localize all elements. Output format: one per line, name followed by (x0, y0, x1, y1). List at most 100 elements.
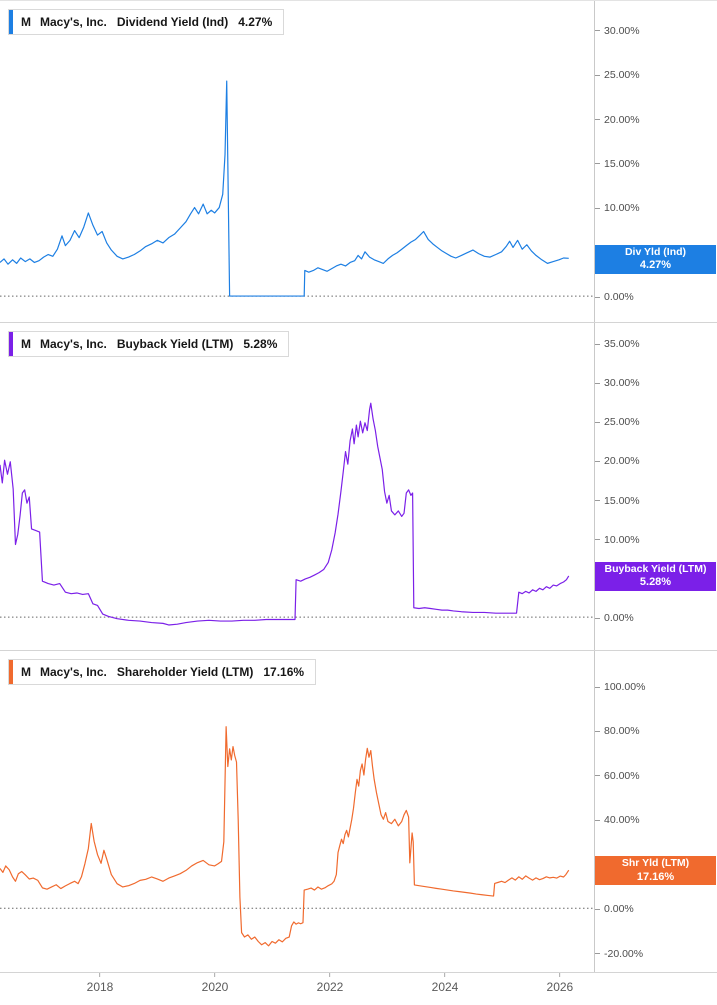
buyback-yield-plot-area[interactable]: M Macy's, Inc. Buyback Yield (LTM) 5.28% (0, 323, 595, 650)
badge-value: 5.28% (639, 576, 672, 589)
shareholder-yield-series-line (0, 726, 570, 947)
y-axis-tick: 10.00% (595, 202, 640, 214)
y-axis-tick: 20.00% (595, 114, 640, 126)
tick-mark (595, 119, 600, 120)
badge-label: Shr Yld (LTM) (621, 857, 690, 870)
dividend-yield-line-chart (0, 80, 594, 297)
y-axis-tick: 35.00% (595, 338, 640, 350)
y-axis-tick: 40.00% (595, 814, 640, 826)
legend-metric: Shareholder Yield (LTM) (116, 665, 254, 679)
tick-mark (595, 74, 600, 76)
x-axis-year-label: 2018 (87, 973, 114, 994)
shareholder-yield-plot-area[interactable]: M Macy's, Inc. Shareholder Yield (LTM) 1… (0, 651, 595, 972)
tick-mark (595, 730, 600, 732)
y-axis-tick: 80.00% (595, 725, 640, 737)
badge-label: Div Yld (Ind) (624, 245, 687, 258)
dividend-yield-series-line (0, 80, 569, 297)
legend-color-bar (9, 10, 13, 34)
legend-dividend-yield[interactable]: M Macy's, Inc. Dividend Yield (Ind) 4.27… (8, 9, 285, 35)
legend-value: 4.27% (238, 15, 273, 29)
tick-mark (595, 343, 600, 345)
badge-value: 17.16% (636, 870, 675, 883)
legend-ticker: M (21, 337, 31, 351)
tick-label: 35.00% (604, 338, 640, 350)
legend-buyback-yield[interactable]: M Macy's, Inc. Buyback Yield (LTM) 5.28% (8, 331, 290, 357)
legend-metric: Buyback Yield (LTM) (116, 337, 234, 351)
tick-label: 60.00% (604, 769, 640, 782)
dividend-yield-panel: M Macy's, Inc. Dividend Yield (Ind) 4.27… (0, 1, 717, 323)
tick-mark (595, 539, 600, 541)
tick-label: 10.00% (604, 202, 640, 215)
buyback-yield-last-value-badge: Buyback Yield (LTM) 5.28% (595, 562, 716, 592)
legend-ticker: M (21, 15, 31, 29)
legend-company-name: Macy's, Inc. (40, 15, 107, 29)
tick-mark (595, 30, 600, 32)
buyback-yield-y-axis: Buyback Yield (LTM) 5.28% 0.00%5.00%10.0… (595, 323, 716, 650)
tick-label: 0.00% (604, 612, 634, 624)
tick-mark (595, 163, 600, 165)
x-axis: 2018 2020 2022 2024 2026 (0, 973, 717, 1005)
x-axis-year-label: 2024 (432, 973, 459, 994)
tick-label: 30.00% (604, 24, 640, 37)
tick-mark (595, 686, 600, 688)
legend-company-name: Macy's, Inc. (40, 337, 107, 351)
tick-label: 30.00% (604, 377, 640, 390)
shareholder-yield-y-axis: Shr Yld (LTM) 17.16% -20.00%0.00%20.00%4… (595, 651, 716, 972)
tick-mark (595, 500, 600, 502)
legend-color-bar (9, 332, 13, 356)
tick-label: 100.00% (604, 681, 646, 693)
legend-metric: Dividend Yield (Ind) (116, 15, 229, 29)
tick-label: 10.00% (604, 533, 640, 546)
x-axis-year-label: 2020 (202, 973, 229, 994)
legend-company-name: Macy's, Inc. (40, 665, 107, 679)
y-axis-tick: 15.00% (595, 158, 640, 170)
tick-label: 25.00% (604, 69, 640, 82)
legend-ticker: M (21, 665, 31, 679)
tick-label: -20.00% (604, 947, 644, 960)
buyback-yield-series-line (0, 402, 570, 626)
y-axis-tick: 30.00% (595, 377, 640, 389)
tick-label: 15.00% (604, 494, 640, 507)
x-axis-year-label: 2022 (317, 973, 344, 994)
badge-value: 4.27% (639, 258, 672, 271)
tick-mark (595, 953, 600, 954)
dividend-yield-plot-area[interactable]: M Macy's, Inc. Dividend Yield (Ind) 4.27… (0, 1, 595, 322)
buyback-yield-line-chart (0, 402, 594, 626)
tick-label: 20.00% (604, 113, 640, 126)
tick-label: 25.00% (604, 416, 640, 429)
y-axis-tick: 60.00% (595, 770, 640, 782)
tick-label: 20.00% (604, 455, 640, 468)
tick-label: 0.00% (604, 903, 634, 915)
y-axis-tick: 100.00% (595, 681, 645, 693)
y-axis-tick: 20.00% (595, 455, 640, 467)
y-axis-tick: 15.00% (595, 495, 640, 507)
shareholder-yield-panel: M Macy's, Inc. Shareholder Yield (LTM) 1… (0, 651, 717, 973)
y-axis-tick: 0.00% (595, 903, 634, 915)
tick-mark (595, 421, 600, 423)
y-axis-tick: 0.00% (595, 612, 634, 624)
tick-label: 80.00% (604, 725, 640, 738)
tick-mark (595, 819, 600, 821)
legend-value: 5.28% (243, 337, 278, 351)
tick-mark (595, 908, 600, 910)
tick-mark (595, 207, 600, 209)
y-axis-tick: -20.00% (595, 948, 643, 960)
tick-mark (595, 296, 600, 298)
y-axis-tick: 10.00% (595, 534, 640, 546)
y-axis-tick: 25.00% (595, 69, 640, 81)
x-axis-year-label: 2026 (547, 973, 574, 994)
tick-label: 40.00% (604, 814, 640, 827)
legend-value: 17.16% (263, 665, 305, 679)
shareholder-yield-last-value-badge: Shr Yld (LTM) 17.16% (595, 856, 716, 886)
tick-mark (595, 775, 600, 777)
y-axis-tick: 30.00% (595, 25, 640, 37)
tick-mark (595, 382, 600, 384)
badge-label: Buyback Yield (LTM) (604, 563, 707, 576)
dividend-yield-y-axis: Div Yld (Ind) 4.27% 0.00%5.00%10.00%15.0… (595, 1, 716, 322)
legend-shareholder-yield[interactable]: M Macy's, Inc. Shareholder Yield (LTM) 1… (8, 659, 317, 685)
dividend-yield-last-value-badge: Div Yld (Ind) 4.27% (595, 244, 716, 274)
buyback-yield-panel: M Macy's, Inc. Buyback Yield (LTM) 5.28%… (0, 323, 717, 651)
y-axis-tick: 0.00% (595, 291, 634, 303)
y-axis-tick: 25.00% (595, 416, 640, 428)
